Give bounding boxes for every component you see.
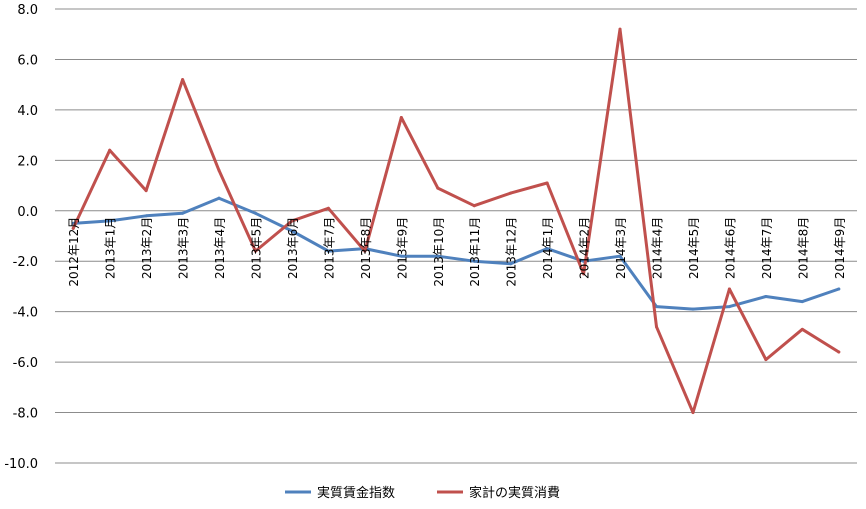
x-tick-label: 2014年9月 — [833, 217, 847, 279]
y-tick-label: 6.0 — [17, 53, 38, 68]
data-point — [727, 305, 731, 309]
x-axis-tick-labels: 2012年12月 2013年1月 2013年2月 2013年3月 2013年4月 2013… — [67, 217, 847, 287]
x-tick-label: 2012年12月 — [67, 217, 81, 287]
data-point — [582, 272, 586, 276]
data-point — [545, 181, 549, 185]
y-tick-label: 4.0 — [17, 104, 38, 119]
data-point — [181, 78, 185, 82]
data-point — [326, 249, 330, 253]
y-tick-label: -2.0 — [13, 255, 38, 270]
x-tick-label: 2013年12月 — [505, 217, 519, 287]
data-point — [217, 168, 221, 172]
data-point — [691, 307, 695, 311]
legend: 実質賃金指数 家計の実質消費 — [285, 485, 560, 501]
data-point — [144, 214, 148, 218]
data-point — [436, 186, 440, 190]
data-point — [71, 226, 75, 230]
data-point — [691, 411, 695, 415]
x-tick-label: 2013年11月 — [468, 217, 482, 287]
legend-label: 家計の実質消費 — [469, 485, 560, 501]
x-tick-label: 2014年3月 — [614, 217, 628, 279]
data-point — [618, 254, 622, 258]
data-point — [618, 27, 622, 31]
x-tick-label: 2014年6月 — [723, 217, 737, 279]
x-tick-label: 2013年9月 — [395, 217, 409, 279]
data-point — [472, 204, 476, 208]
series-lines — [71, 27, 841, 415]
data-point — [436, 254, 440, 258]
y-tick-label: 0.0 — [17, 205, 38, 220]
x-tick-label: 2014年8月 — [796, 217, 810, 279]
data-point — [144, 189, 148, 193]
x-tick-label: 2013年3月 — [177, 217, 191, 279]
y-tick-label: -8.0 — [13, 407, 38, 422]
x-tick-label: 2013年4月 — [213, 217, 227, 279]
data-point — [108, 148, 112, 152]
x-tick-label: 2014年1月 — [541, 217, 555, 279]
x-tick-label: 2013年1月 — [104, 217, 118, 279]
data-point — [509, 191, 513, 195]
y-axis-tick-labels: 8.0 6.0 4.0 2.0 0.0 -2.0 -4.0 -6.0 -8.0 -10.0 — [4, 3, 38, 472]
data-point — [363, 249, 367, 253]
series-line-0 — [71, 196, 841, 311]
data-point — [217, 196, 221, 200]
data-point — [108, 219, 112, 223]
x-tick-label: 2013年8月 — [359, 217, 373, 279]
data-point — [254, 211, 257, 215]
x-tick-label: 2013年6月 — [286, 217, 300, 279]
data-point — [655, 325, 658, 329]
data-point — [800, 327, 804, 331]
x-tick-label: 2014年4月 — [651, 217, 665, 279]
x-tick-label: 2014年7月 — [760, 217, 774, 279]
data-point — [181, 211, 185, 215]
data-point — [326, 206, 330, 210]
x-tick-label: 2013年7月 — [322, 217, 336, 279]
data-point — [290, 229, 294, 233]
y-tick-label: -6.0 — [13, 356, 38, 371]
data-point — [509, 262, 513, 266]
data-point — [290, 219, 294, 223]
data-point — [727, 287, 731, 291]
y-tick-label: 8.0 — [17, 3, 38, 18]
x-tick-label: 2013年2月 — [140, 217, 154, 279]
x-tick-label: 2013年10月 — [432, 217, 446, 287]
data-point — [399, 254, 403, 258]
gridlines — [55, 8, 857, 464]
data-point — [837, 287, 841, 291]
data-point — [764, 295, 768, 299]
data-point — [545, 247, 549, 251]
data-point — [472, 259, 476, 263]
data-point — [655, 305, 658, 309]
x-tick-label: 2013年5月 — [250, 217, 264, 279]
data-point — [254, 249, 257, 253]
data-point — [399, 115, 403, 119]
x-tick-label: 2014年2月 — [578, 217, 592, 279]
y-tick-label: -10.0 — [4, 457, 38, 472]
legend-label: 実質賃金指数 — [317, 485, 395, 501]
data-point — [837, 350, 841, 354]
x-tick-label: 2014年5月 — [687, 217, 701, 279]
y-tick-label: 2.0 — [17, 154, 38, 169]
data-point — [800, 300, 804, 304]
data-point — [764, 358, 768, 362]
series-line-1 — [71, 27, 841, 415]
y-tick-label: -4.0 — [13, 306, 38, 321]
